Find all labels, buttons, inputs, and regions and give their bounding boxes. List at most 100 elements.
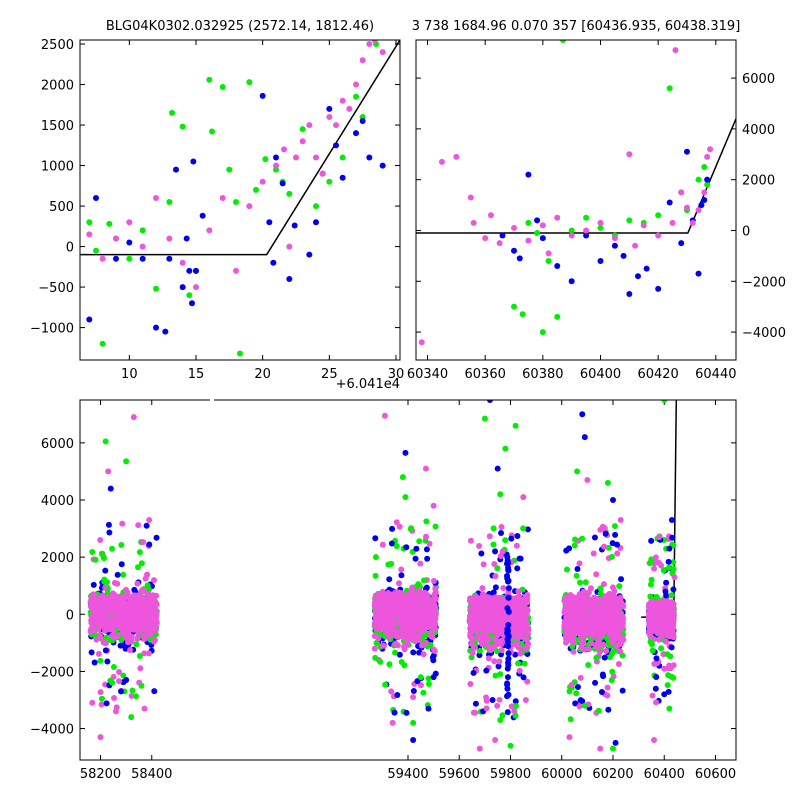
data-point bbox=[129, 687, 136, 694]
data-point bbox=[593, 654, 600, 661]
data-point bbox=[101, 576, 108, 583]
data-point bbox=[420, 577, 427, 584]
x-tick-label: 58400 bbox=[131, 767, 172, 782]
data-point bbox=[104, 658, 111, 665]
y-tick-label: −1000 bbox=[30, 322, 74, 337]
data-point bbox=[393, 543, 400, 550]
data-point bbox=[409, 584, 416, 591]
data-point bbox=[333, 122, 339, 129]
data-point bbox=[412, 602, 419, 609]
data-point bbox=[126, 239, 133, 246]
data-point bbox=[618, 620, 625, 627]
data-point bbox=[114, 593, 121, 600]
data-point bbox=[655, 285, 662, 292]
data-point bbox=[417, 560, 424, 567]
data-point bbox=[554, 214, 561, 221]
data-point bbox=[193, 284, 199, 291]
data-point bbox=[291, 222, 298, 229]
data-point bbox=[655, 232, 662, 239]
data-point bbox=[379, 162, 386, 169]
data-point bbox=[372, 554, 379, 561]
data-point bbox=[389, 525, 396, 532]
data-point bbox=[372, 613, 379, 620]
data-point bbox=[390, 612, 397, 619]
data-point bbox=[605, 596, 612, 603]
data-point bbox=[326, 105, 333, 112]
data-point bbox=[591, 604, 598, 611]
data-point bbox=[608, 677, 615, 684]
data-point bbox=[515, 588, 522, 595]
data-point bbox=[666, 199, 673, 206]
x-tick-label: 10 bbox=[121, 367, 138, 382]
data-point bbox=[99, 255, 106, 262]
y-tick-label: 0 bbox=[66, 241, 74, 256]
data-point bbox=[366, 41, 373, 48]
data-point bbox=[481, 615, 488, 622]
data-point bbox=[140, 596, 147, 603]
data-point bbox=[597, 224, 604, 231]
data-point bbox=[502, 537, 509, 544]
data-point bbox=[470, 669, 477, 676]
data-point bbox=[467, 194, 474, 201]
data-point bbox=[612, 618, 619, 625]
data-point bbox=[353, 93, 359, 100]
data-point bbox=[683, 148, 690, 155]
data-point bbox=[145, 650, 152, 657]
data-point bbox=[520, 674, 527, 681]
y-tick-label: −4000 bbox=[30, 723, 74, 738]
data-point bbox=[179, 259, 186, 266]
data-point bbox=[604, 684, 611, 691]
data-point bbox=[611, 242, 618, 249]
data-point bbox=[408, 621, 415, 628]
data-point bbox=[306, 122, 313, 129]
data-point bbox=[478, 637, 485, 644]
data-point bbox=[632, 242, 639, 249]
data-point bbox=[545, 257, 552, 264]
data-point bbox=[119, 520, 126, 527]
data-point bbox=[640, 222, 647, 229]
data-point bbox=[116, 678, 123, 685]
data-point bbox=[672, 47, 679, 54]
data-point bbox=[136, 549, 143, 556]
points-group bbox=[418, 40, 714, 346]
data-point bbox=[93, 194, 99, 201]
data-point bbox=[366, 154, 373, 161]
data-point bbox=[615, 661, 622, 668]
data-point bbox=[516, 555, 523, 562]
plot-area bbox=[80, 40, 400, 360]
data-point bbox=[516, 255, 523, 262]
x-tick-label: 60360 bbox=[465, 367, 506, 382]
data-point bbox=[339, 154, 346, 161]
data-point bbox=[385, 590, 392, 597]
data-point bbox=[571, 542, 578, 549]
data-point bbox=[581, 618, 588, 625]
data-point bbox=[498, 647, 505, 654]
data-point bbox=[113, 255, 119, 262]
data-point bbox=[151, 688, 158, 695]
data-point bbox=[173, 166, 179, 173]
data-point bbox=[286, 243, 293, 250]
data-point bbox=[135, 624, 142, 631]
data-point bbox=[86, 231, 93, 238]
y-tick-label: 2500 bbox=[41, 38, 74, 53]
x-tick-label: 60200 bbox=[592, 767, 633, 782]
data-point bbox=[608, 606, 615, 613]
data-point bbox=[574, 565, 581, 572]
data-point bbox=[601, 654, 608, 661]
data-point bbox=[562, 597, 569, 604]
data-point bbox=[515, 615, 522, 622]
data-point bbox=[281, 146, 287, 153]
data-point bbox=[102, 640, 109, 647]
data-point bbox=[492, 672, 499, 679]
data-point bbox=[418, 339, 425, 346]
data-point bbox=[583, 625, 590, 632]
data-point bbox=[97, 612, 104, 619]
data-point bbox=[395, 580, 402, 587]
data-point bbox=[512, 712, 519, 719]
data-point bbox=[515, 633, 522, 640]
data-point bbox=[418, 642, 425, 649]
data-point bbox=[500, 584, 507, 591]
data-point bbox=[98, 550, 105, 557]
data-point bbox=[498, 606, 505, 613]
data-point bbox=[615, 627, 622, 634]
